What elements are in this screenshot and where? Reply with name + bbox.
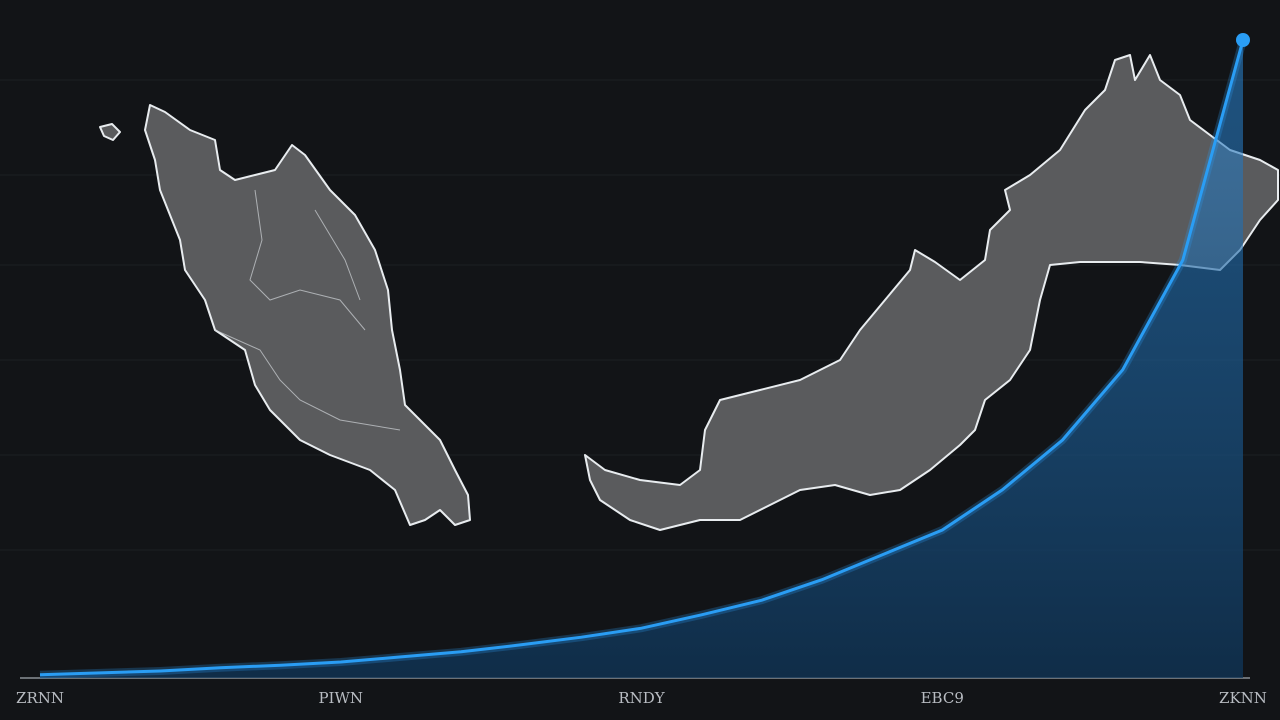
line bbox=[39, 39, 1245, 677]
x-tick-label: ZRNN bbox=[16, 689, 64, 707]
area-fill bbox=[40, 40, 1243, 678]
x-tick-label: RNDY bbox=[618, 689, 665, 707]
x-tick-label: PIWN bbox=[318, 689, 363, 707]
borneo-malaysia bbox=[584, 54, 1279, 531]
map bbox=[99, 54, 1279, 531]
x-tick-label: EBC9 bbox=[921, 689, 964, 707]
x-tick-label: ZKNN bbox=[1219, 689, 1267, 707]
end-point bbox=[1236, 33, 1250, 47]
peninsular-malaysia bbox=[144, 104, 471, 526]
island bbox=[99, 123, 121, 141]
